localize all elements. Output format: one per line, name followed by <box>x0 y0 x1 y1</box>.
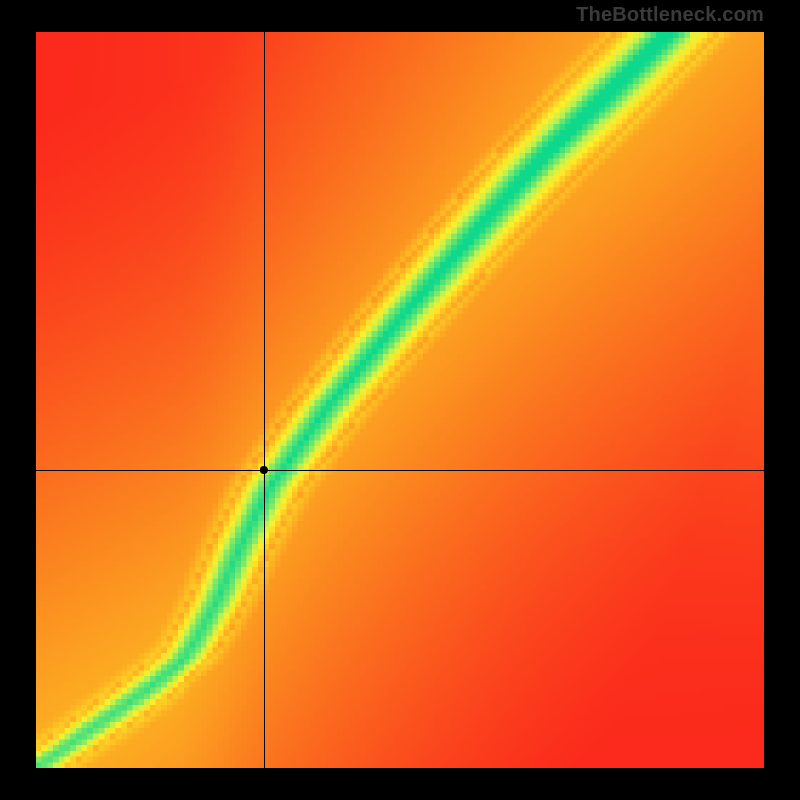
chart-frame: TheBottleneck.com <box>0 0 800 800</box>
crosshair-overlay <box>36 32 764 768</box>
watermark-text: TheBottleneck.com <box>576 4 764 27</box>
